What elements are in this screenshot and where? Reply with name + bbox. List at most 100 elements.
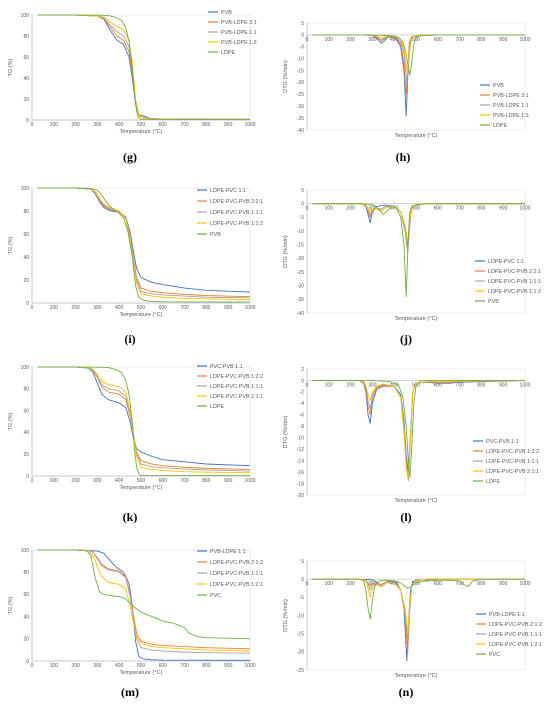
x-tick-label: 600: [159, 122, 168, 128]
x-tick-label: 100: [50, 663, 59, 669]
series-line-3: [312, 380, 526, 479]
y-tick-label: 40: [23, 430, 29, 436]
y-tick-label: 0: [301, 378, 304, 384]
x-tick-label: 700: [180, 663, 189, 669]
y-tick-label: 100: [21, 548, 30, 554]
x-tick-label: 200: [346, 382, 355, 388]
series-line-0: [312, 380, 526, 473]
y-tick-label: 0: [26, 301, 29, 307]
x-axis-title: Temperature (°C): [395, 316, 438, 322]
x-tick-label: 500: [412, 206, 421, 212]
y-tick-label: 80: [23, 209, 29, 215]
x-tick-label: 200: [346, 581, 355, 587]
legend-label: PVB-LDPE 1:3: [493, 113, 529, 119]
y-tick-label: -15: [297, 631, 304, 637]
x-tick-label: 700: [455, 206, 464, 212]
y-tick-label: 2: [301, 367, 304, 373]
legend-label: LDPE: [221, 50, 235, 56]
caption-l: (l): [400, 510, 412, 524]
legend-label: LDPE-PVC 1:1: [210, 188, 246, 194]
legend-label: LDPE-PVC-PVB 1:2:2: [210, 374, 263, 380]
y-tick-label: -5: [300, 595, 305, 601]
y-tick-label: 20: [23, 97, 29, 103]
y-tick-label: -15: [297, 68, 304, 74]
chart-panel-n: 0 100 200 300 400 500 600 700 800 900 1000 5 0 -5 -10 -…: [275, 535, 550, 679]
y-tick-label: -35: [297, 297, 304, 303]
x-tick-label: 100: [325, 382, 334, 388]
x-tick-label: 900: [224, 478, 233, 484]
y-tick-label: -25: [297, 668, 304, 674]
caption-h: (h): [395, 150, 411, 164]
series-line-4: [312, 578, 525, 620]
caption-n: (n): [398, 685, 414, 699]
legend-label: PVB-LDPE 1:3: [221, 40, 257, 46]
x-tick-label: 300: [93, 663, 102, 669]
y-tick-label: 40: [23, 614, 29, 620]
chart-svg-l: 0 100 200 300 400 500 600 700 800 900 100020-2-4-6…: [283, 367, 539, 504]
legend-label: PVB-LDPE 1:1: [221, 30, 257, 36]
legend-label: LDPE-PVC-PVB 1:2:1: [489, 642, 542, 648]
legend-label: PVB-LDPE 1:1: [493, 103, 529, 109]
x-tick-label: 900: [499, 581, 508, 587]
x-tick-label: 300: [93, 122, 102, 128]
x-tick-label: 900: [224, 663, 233, 669]
y-tick-label: -25: [297, 92, 304, 98]
x-tick-label: 100: [325, 37, 334, 43]
x-tick-label: 500: [137, 663, 146, 669]
y-tick-label: -40: [297, 311, 304, 317]
x-tick-label: 700: [180, 122, 189, 128]
x-tick-label: 800: [202, 305, 211, 311]
legend-label: LDPE-PVC-PVB 1:1:1: [210, 571, 263, 577]
x-tick-label: 500: [137, 122, 146, 128]
series-line-4: [312, 380, 525, 479]
series-line-2: [312, 380, 526, 482]
y-tick-label: -10: [297, 613, 304, 619]
y-axis-title: TG (%): [8, 596, 14, 614]
caption-m: (m): [121, 685, 139, 699]
legend-label: PVB: [493, 83, 504, 89]
y-tick-label: 100: [21, 13, 30, 19]
chart-panel-j: 0 100 200 300 400 500 600 700 800 900 1000 5 0 -5 -10-…: [275, 178, 550, 322]
legend-label: LDPE-PVC-PVB 1:1:1: [210, 384, 263, 390]
series-line-1: [37, 14, 251, 120]
y-tick-label: 20: [23, 637, 29, 643]
x-tick-label: 300: [368, 581, 377, 587]
series-line-1: [37, 366, 251, 470]
y-tick-label: 60: [23, 408, 29, 414]
y-axis-title: DTG (%/min): [283, 235, 289, 268]
x-tick-label: 0: [31, 663, 34, 669]
y-tick-label: 0: [26, 659, 29, 665]
legend-label: LDPE-PVC-PVB 2:1:1: [486, 469, 539, 475]
legend-label: PVB: [221, 10, 232, 16]
legend-label: LDPE-PVC-PVB 2:2:1: [210, 199, 263, 205]
legend-label: LDPE-PVC-PVB 2:1:1: [210, 394, 263, 400]
x-tick-label: 700: [455, 382, 464, 388]
x-tick-label: 800: [202, 663, 211, 669]
y-tick-label: 0: [26, 118, 29, 124]
x-tick-label: 100: [325, 206, 334, 212]
x-tick-label: 200: [346, 206, 355, 212]
x-tick-label: 700: [455, 581, 464, 587]
x-tick-label: 600: [159, 305, 168, 311]
caption-g: (g): [123, 150, 137, 164]
y-tick-label: -25: [297, 270, 304, 276]
series-line-2: [37, 366, 251, 472]
chart-svg-n: 0 100 200 300 400 500 600 700 800 900 1000 5 0 -5 -10 -…: [283, 559, 542, 679]
legend-label: LDPE-PVC-PVB 1:1:1: [486, 459, 539, 465]
y-tick-label: 0: [301, 33, 304, 39]
x-tick-label: 900: [224, 122, 233, 128]
y-tick-label: -30: [297, 104, 304, 110]
y-tick-label: -10: [297, 436, 304, 442]
x-tick-label: 400: [390, 382, 399, 388]
x-tick-label: 200: [71, 305, 80, 311]
x-tick-label: 1000: [519, 581, 530, 587]
y-tick-label: -40: [297, 128, 304, 134]
x-tick-label: 500: [412, 581, 421, 587]
x-axis-title: Temperature (°C): [120, 670, 163, 676]
x-tick-label: 300: [368, 37, 377, 43]
y-axis-title: DTG (%/min): [283, 416, 289, 449]
legend-label: LDPE-PVC-PVB 2:2:1: [488, 269, 541, 275]
x-tick-label: 1000: [519, 206, 530, 212]
x-tick-label: 800: [477, 206, 486, 212]
series-line-2: [37, 187, 251, 299]
